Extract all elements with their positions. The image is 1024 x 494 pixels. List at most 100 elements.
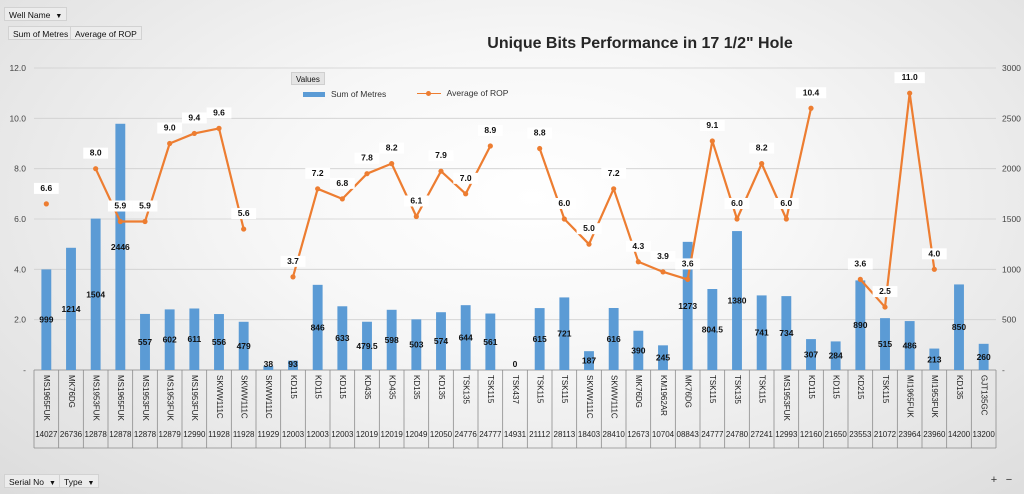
rop-label-box bbox=[699, 119, 725, 131]
bar-data-label: 479 bbox=[237, 341, 251, 351]
bar-sum-of-metres bbox=[608, 307, 619, 370]
well-name-filter-button[interactable]: Well Name ▼ bbox=[4, 7, 68, 21]
bar-sum-of-metres bbox=[682, 241, 693, 370]
rop-data-label: 8.2 bbox=[756, 143, 768, 153]
x-axis-serial-label: 28410 bbox=[603, 430, 626, 439]
values-field-button[interactable]: Values bbox=[291, 72, 325, 85]
serial-no-axis-button[interactable]: Serial No ▼ bbox=[4, 474, 61, 488]
rop-label-box bbox=[305, 167, 331, 179]
x-axis-serial-label: 12878 bbox=[109, 430, 132, 439]
type-axis-button[interactable]: Type ▼ bbox=[59, 474, 100, 488]
point-average-of-rop bbox=[709, 138, 715, 144]
bar-data-label: 633 bbox=[335, 333, 349, 343]
dropdown-arrow-icon: ▼ bbox=[87, 480, 95, 487]
point-average-of-rop bbox=[537, 145, 543, 152]
rop-data-label: 9.6 bbox=[213, 107, 225, 117]
bar-sum-of-metres bbox=[954, 284, 964, 370]
x-axis-type-label: MS1953FUK bbox=[166, 375, 175, 421]
bar-sum-of-metres bbox=[929, 348, 940, 370]
point-average-of-rop bbox=[586, 241, 592, 247]
x-axis-serial-label: 14027 bbox=[35, 430, 58, 439]
line-average-of-rop bbox=[94, 92, 936, 309]
rop-label-box bbox=[894, 72, 925, 84]
rop-data-label: 9.4 bbox=[188, 112, 200, 122]
x-axis-serial-label: 12003 bbox=[331, 430, 354, 439]
dropdown-arrow-icon: ▼ bbox=[55, 13, 63, 20]
sum-of-metres-field-button[interactable]: Sum of Metres bbox=[8, 26, 74, 40]
right-axis-tick-label: 2500 bbox=[1002, 113, 1021, 123]
bar-sum-of-metres bbox=[66, 247, 76, 370]
bar-data-label: 515 bbox=[878, 339, 892, 349]
average-of-rop-field-button[interactable]: Average of ROP bbox=[70, 26, 142, 40]
x-axis-type-label: SKWW111C bbox=[264, 375, 273, 419]
rop-data-label: 3.9 bbox=[657, 251, 669, 261]
point-average-of-rop bbox=[734, 216, 740, 222]
point-average-of-rop bbox=[43, 201, 49, 207]
rop-data-label: 10.4 bbox=[803, 87, 820, 97]
x-axis-serial-label: 12993 bbox=[775, 430, 798, 439]
point-average-of-rop bbox=[413, 213, 419, 220]
right-axis-tick-label: 3000 bbox=[1002, 63, 1021, 73]
x-axis-type-label: TSK437 bbox=[511, 375, 520, 404]
rop-label-box bbox=[795, 87, 827, 99]
x-axis-serial-label: 11928 bbox=[233, 430, 255, 439]
bar-sum-of-metres bbox=[337, 306, 348, 370]
x-axis-serial-label: 21112 bbox=[529, 430, 551, 439]
x-axis-serial-label: 12003 bbox=[282, 430, 305, 439]
x-axis-serial-label: 12879 bbox=[159, 430, 182, 439]
x-axis-serial-label: 24780 bbox=[726, 430, 749, 439]
x-axis-type-label: MS1953FUK bbox=[190, 375, 199, 421]
rop-label-box bbox=[551, 198, 577, 209]
bar-sum-of-metres bbox=[732, 231, 742, 370]
rop-label-box bbox=[625, 240, 651, 252]
bar-data-label: 890 bbox=[853, 320, 867, 330]
expand-field-icon[interactable]: + bbox=[990, 474, 998, 486]
rop-label-box bbox=[379, 142, 405, 154]
rop-label-box bbox=[773, 198, 799, 209]
x-axis-type-label: KD115 bbox=[338, 375, 347, 399]
point-average-of-rop bbox=[463, 191, 469, 197]
x-axis-type-label: TSK135 bbox=[733, 375, 742, 404]
chart-title: Unique Bits Performance in 17 1/2" Hole bbox=[487, 35, 793, 52]
point-average-of-rop bbox=[759, 161, 765, 167]
x-axis-serial-label: 14931 bbox=[504, 430, 527, 439]
x-axis-type-label: MI1965FUK bbox=[906, 375, 915, 418]
rop-data-label: 5.0 bbox=[583, 223, 595, 233]
bar-sum-of-metres bbox=[904, 321, 915, 370]
x-axis-type-label: KD115 bbox=[289, 375, 298, 399]
left-axis-tick-label: 6.0 bbox=[14, 214, 26, 224]
point-average-of-rop bbox=[907, 90, 913, 96]
x-axis-serial-label: 23553 bbox=[849, 430, 872, 439]
bar-sum-of-metres bbox=[214, 314, 224, 370]
x-axis-serial-label: 12019 bbox=[381, 430, 404, 439]
rop-data-label: 11.0 bbox=[902, 72, 918, 82]
rop-label-box bbox=[33, 182, 59, 194]
rop-label-box bbox=[453, 172, 479, 184]
rop-data-label: 7.2 bbox=[312, 168, 324, 178]
point-average-of-rop bbox=[438, 168, 444, 174]
x-axis-serial-label: 12878 bbox=[134, 430, 157, 439]
chart-legend: Sum of Metres Average of ROP bbox=[303, 88, 536, 99]
x-axis-type-label: MS1965FUK bbox=[42, 375, 51, 421]
x-axis-serial-label: 21072 bbox=[874, 430, 897, 439]
x-axis-type-label: KD435 bbox=[388, 375, 397, 400]
rop-label-box bbox=[576, 223, 602, 235]
collapse-field-icon[interactable]: − bbox=[1005, 474, 1013, 486]
x-axis-type-label: KD215 bbox=[856, 375, 865, 400]
rop-label-box bbox=[601, 167, 627, 179]
bar-sum-of-metres bbox=[164, 309, 175, 370]
bar-data-label: 602 bbox=[163, 335, 177, 345]
rop-data-label: 4.3 bbox=[632, 241, 644, 251]
bar-sum-of-metres bbox=[781, 296, 792, 370]
left-axis-tick-label: 2.0 bbox=[14, 315, 26, 325]
rop-label-box bbox=[428, 150, 454, 162]
rop-data-label: 3.7 bbox=[287, 256, 299, 266]
x-axis-type-label: KD115 bbox=[832, 375, 841, 399]
right-axis-tick-label: 2000 bbox=[1002, 164, 1021, 174]
bar-data-label: 804.5 bbox=[702, 325, 724, 335]
left-axis-tick-label: 8.0 bbox=[14, 164, 26, 174]
bar-sum-of-metres bbox=[140, 313, 150, 370]
x-axis-serial-label: 12019 bbox=[356, 430, 379, 439]
point-average-of-rop bbox=[635, 259, 641, 265]
